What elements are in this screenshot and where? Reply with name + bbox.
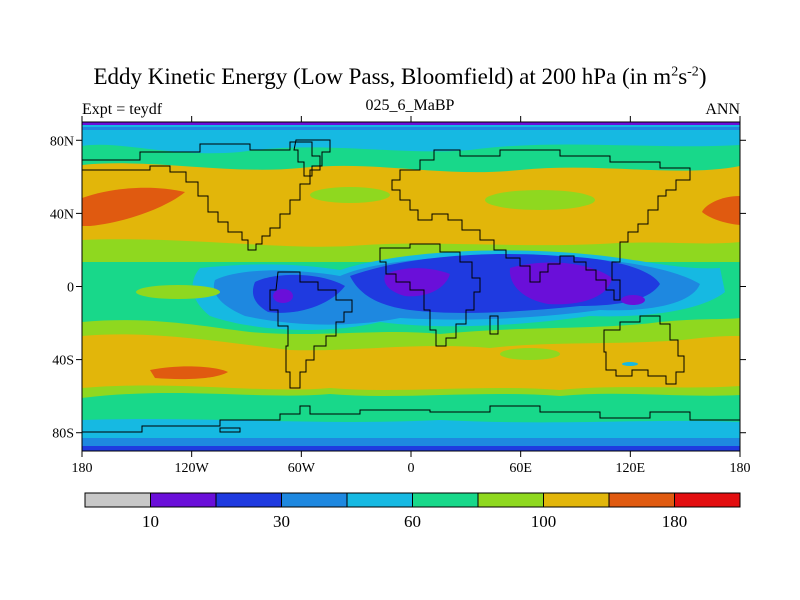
longitude-labels: 180 120W 60W 0 60E 120E 180 bbox=[72, 461, 751, 476]
lon-tick-label: 120W bbox=[175, 461, 210, 476]
outline-south-america bbox=[269, 271, 353, 389]
colorbar-label: 30 bbox=[273, 512, 290, 531]
contour-mid-south bbox=[82, 334, 740, 390]
colorbar-swatch bbox=[543, 492, 610, 508]
lon-tick-label: 180 bbox=[72, 461, 93, 476]
colorbar-label: 60 bbox=[404, 512, 421, 531]
jet-core-south bbox=[150, 366, 228, 380]
lat-tick-label: 40N bbox=[50, 207, 74, 222]
colorbar-swatch bbox=[84, 492, 151, 508]
season-label: ANN bbox=[705, 101, 740, 118]
colorbar-labels: 10 30 60 100 180 bbox=[142, 512, 687, 531]
lon-tick-label: 180 bbox=[730, 461, 751, 476]
outline-africa bbox=[379, 243, 481, 347]
plot-title: Eddy Kinetic Energy (Low Pass, Bloomfiel… bbox=[93, 64, 707, 89]
colorbar-swatch bbox=[412, 492, 479, 508]
lon-tick-label: 120E bbox=[616, 461, 646, 476]
contour-amazon bbox=[252, 274, 345, 313]
case-label: 025_6_MaBP bbox=[365, 97, 455, 114]
colorbar-swatch bbox=[150, 492, 217, 508]
outline-australia bbox=[603, 315, 685, 385]
coastlines bbox=[82, 139, 740, 433]
jet-core-east bbox=[702, 196, 740, 225]
outline-eurasia bbox=[391, 149, 691, 301]
lat-tick-label: 80S bbox=[52, 427, 74, 442]
contour-mid-north bbox=[82, 163, 740, 252]
colorbar-swatch bbox=[281, 492, 348, 508]
colorbar bbox=[84, 492, 741, 508]
contour-fill bbox=[82, 122, 740, 451]
contour-maritime-min bbox=[509, 262, 612, 305]
lon-tick-label: 60E bbox=[509, 461, 532, 476]
lon-tick-label: 0 bbox=[408, 461, 415, 476]
outline-north-america bbox=[82, 141, 321, 251]
lon-tick-label: 60W bbox=[288, 461, 316, 476]
latitude-labels: 80N 40N 0 40S 80S bbox=[50, 134, 74, 441]
colorbar-swatch bbox=[608, 492, 675, 508]
colorbar-swatch bbox=[346, 492, 413, 508]
colorbar-label: 100 bbox=[531, 512, 557, 531]
lat-tick-label: 40S bbox=[52, 354, 74, 369]
colorbar-swatch bbox=[477, 492, 544, 508]
outline-greenland bbox=[293, 139, 331, 177]
outline-antarctica bbox=[82, 405, 740, 433]
jet-core-west bbox=[82, 187, 185, 226]
colorbar-swatch bbox=[215, 492, 282, 508]
colorbar-label: 180 bbox=[662, 512, 688, 531]
experiment-label: Expt = teydf bbox=[82, 101, 163, 118]
colorbar-label: 10 bbox=[142, 512, 159, 531]
axis-ticks bbox=[76, 116, 746, 457]
colorbar-swatch bbox=[674, 492, 741, 508]
lat-tick-label: 0 bbox=[67, 281, 74, 296]
lat-tick-label: 80N bbox=[50, 134, 74, 149]
contour-africa-min bbox=[384, 268, 450, 297]
